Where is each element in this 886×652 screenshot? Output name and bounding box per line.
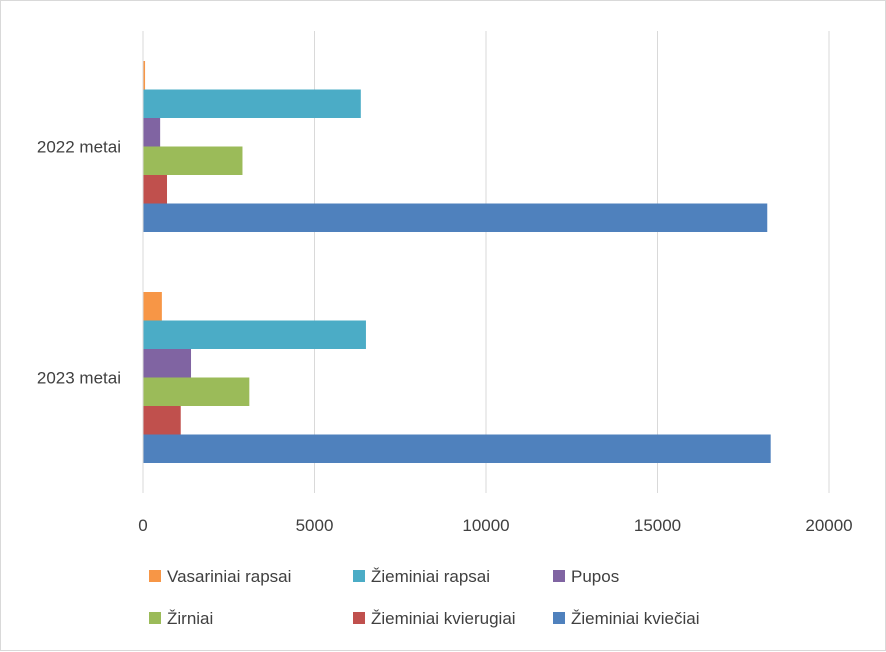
- bar: [143, 349, 192, 378]
- bar: [143, 61, 146, 90]
- bars: [143, 61, 771, 463]
- bar: [143, 377, 250, 406]
- legend-label: Žieminiai kviečiai: [571, 609, 699, 628]
- legend-label: Vasariniai rapsai: [167, 567, 291, 586]
- legend-label: Pupos: [571, 567, 619, 586]
- legend-label: Žieminiai kvierugiai: [371, 609, 516, 628]
- bar: [143, 320, 366, 349]
- bar: [143, 203, 768, 232]
- x-tick-label: 5000: [296, 516, 334, 535]
- legend-swatch: [353, 612, 365, 624]
- legend-swatch: [149, 612, 161, 624]
- legend-swatch: [553, 570, 565, 582]
- legend-label: Žirniai: [167, 609, 213, 628]
- y-category-label: 2023 metai: [37, 369, 121, 388]
- legend: Vasariniai rapsai Žieminiai rapsai Pupos Ži…: [149, 567, 699, 628]
- x-tick-label: 15000: [634, 516, 681, 535]
- y-category-label: 2022 metai: [37, 138, 121, 157]
- bar: [143, 406, 181, 435]
- legend-swatch: [353, 570, 365, 582]
- legend-swatch: [553, 612, 565, 624]
- x-tick-label: 0: [138, 516, 147, 535]
- bar: [143, 292, 162, 321]
- bar: [143, 118, 161, 147]
- bar: [143, 175, 168, 204]
- x-tick-label: 10000: [462, 516, 509, 535]
- legend-label: Žieminiai rapsai: [371, 567, 490, 586]
- bar: [143, 89, 361, 118]
- bar: [143, 434, 771, 463]
- axes: 0 5000 10000 15000 20000 2022 metai 2023 metai: [37, 31, 853, 535]
- x-tick-label: 20000: [805, 516, 852, 535]
- bar: [143, 146, 243, 175]
- legend-swatch: [149, 570, 161, 582]
